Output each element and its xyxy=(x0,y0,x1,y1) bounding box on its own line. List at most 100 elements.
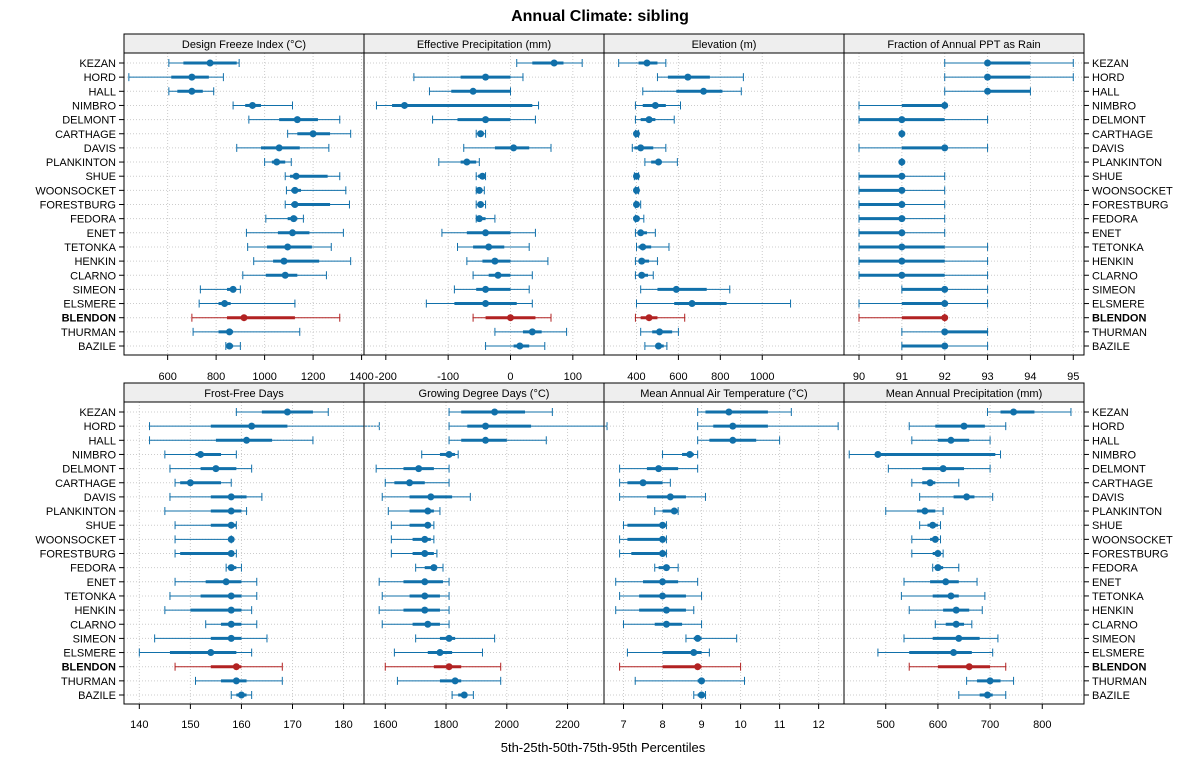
percentile-marker xyxy=(265,214,304,223)
median-dot xyxy=(222,578,230,586)
percentile-marker xyxy=(619,492,706,501)
site-label: BAZILE xyxy=(1092,690,1130,702)
percentile-marker xyxy=(168,87,215,96)
percentile-marker xyxy=(191,313,341,322)
median-dot xyxy=(248,422,256,430)
percentile-marker xyxy=(858,186,946,195)
x-tick-label: 12 xyxy=(813,719,825,731)
percentile-marker xyxy=(898,129,906,138)
percentile-marker xyxy=(911,549,944,558)
percentile-marker xyxy=(908,606,983,615)
median-dot xyxy=(436,649,444,657)
percentile-marker xyxy=(944,59,1074,67)
percentile-marker xyxy=(425,299,533,308)
median-dot xyxy=(643,59,651,67)
percentile-marker xyxy=(934,620,973,629)
percentile-marker xyxy=(138,648,253,657)
site-label: DAVIS xyxy=(84,143,116,155)
median-dot xyxy=(638,271,646,279)
median-dot xyxy=(477,130,485,138)
median-dot xyxy=(955,634,963,642)
percentile-marker xyxy=(634,101,682,110)
median-dot xyxy=(926,479,934,487)
median-dot xyxy=(729,436,737,444)
percentile-marker xyxy=(887,464,991,473)
percentile-marker xyxy=(858,115,989,124)
percentile-marker xyxy=(174,577,258,586)
site-label: SHUE xyxy=(85,171,116,183)
median-dot xyxy=(227,634,235,642)
percentile-marker xyxy=(472,313,552,322)
percentile-marker xyxy=(634,271,654,280)
median-dot xyxy=(941,144,949,152)
median-dot xyxy=(482,73,490,81)
percentile-marker xyxy=(457,242,530,251)
percentile-marker xyxy=(475,172,487,181)
median-dot xyxy=(227,564,235,572)
median-dot xyxy=(942,578,950,586)
percentile-marker xyxy=(626,648,710,657)
panel-4: Fraction of Annual PPT as Rain 90 91 92 93 94… xyxy=(843,33,1173,383)
panel-8: Mean Annual Precipitation (mm) 500 600 700 8… xyxy=(843,382,1173,731)
median-dot xyxy=(477,201,485,208)
site-label: CARTHAGE xyxy=(55,129,116,141)
site-label: PLANKINTON xyxy=(46,506,116,518)
percentile-marker xyxy=(164,606,253,615)
site-label: NIMBRO xyxy=(72,100,116,112)
median-dot xyxy=(421,550,429,557)
percentile-marker xyxy=(858,242,989,251)
median-dot xyxy=(212,465,220,473)
percentile-marker xyxy=(284,200,350,209)
percentile-marker xyxy=(858,271,989,280)
median-dot xyxy=(491,408,499,416)
median-dot xyxy=(690,649,698,657)
percentile-marker xyxy=(453,285,530,294)
panel-5: Frost-Free Days 140 150 160 170 180 KEZAN HORD H… xyxy=(35,382,380,731)
site-label: NIMBRO xyxy=(1092,449,1136,461)
percentile-marker xyxy=(858,172,946,181)
site-label: FEDORA xyxy=(70,214,117,226)
median-dot xyxy=(510,144,518,152)
percentile-marker xyxy=(154,634,268,643)
percentile-marker xyxy=(858,313,949,322)
median-dot xyxy=(666,493,674,501)
percentile-marker xyxy=(384,478,450,487)
chart-title: Annual Climate: sibling xyxy=(511,8,689,25)
percentile-marker xyxy=(451,691,474,699)
site-label: ELSMERE xyxy=(63,299,116,311)
site-label: ENET xyxy=(87,228,117,240)
median-dot xyxy=(639,479,647,487)
percentile-marker xyxy=(169,464,253,473)
site-label: TETONKA xyxy=(1092,591,1144,603)
median-dot xyxy=(941,300,949,308)
percentile-marker xyxy=(634,228,656,237)
site-label: BAZILE xyxy=(1092,341,1130,353)
median-dot xyxy=(700,87,708,95)
median-dot xyxy=(984,59,992,67)
x-tick-label: 1600 xyxy=(373,719,397,731)
median-dot xyxy=(698,691,706,699)
median-dot xyxy=(482,436,490,444)
percentile-marker xyxy=(986,408,1072,416)
percentile-marker xyxy=(174,662,283,671)
percentile-marker xyxy=(375,464,450,473)
x-tick-label: 2200 xyxy=(555,719,579,731)
median-dot xyxy=(934,550,942,557)
median-dot xyxy=(427,493,435,501)
percentile-marker xyxy=(911,478,960,487)
median-dot xyxy=(424,620,432,628)
median-dot xyxy=(197,450,205,458)
percentile-marker xyxy=(623,521,667,530)
median-dot xyxy=(898,158,906,166)
median-dot xyxy=(639,243,647,251)
percentile-marker xyxy=(858,101,949,110)
site-label: SIMEON xyxy=(73,633,116,645)
percentile-marker xyxy=(245,228,344,237)
percentile-marker xyxy=(908,422,1007,431)
site-label: CLARNO xyxy=(70,270,116,282)
median-dot xyxy=(288,229,296,237)
site-label: PLANKINTON xyxy=(46,157,116,169)
percentile-marker xyxy=(932,563,960,572)
site-label: SIMEON xyxy=(1092,633,1135,645)
median-dot xyxy=(929,521,937,529)
